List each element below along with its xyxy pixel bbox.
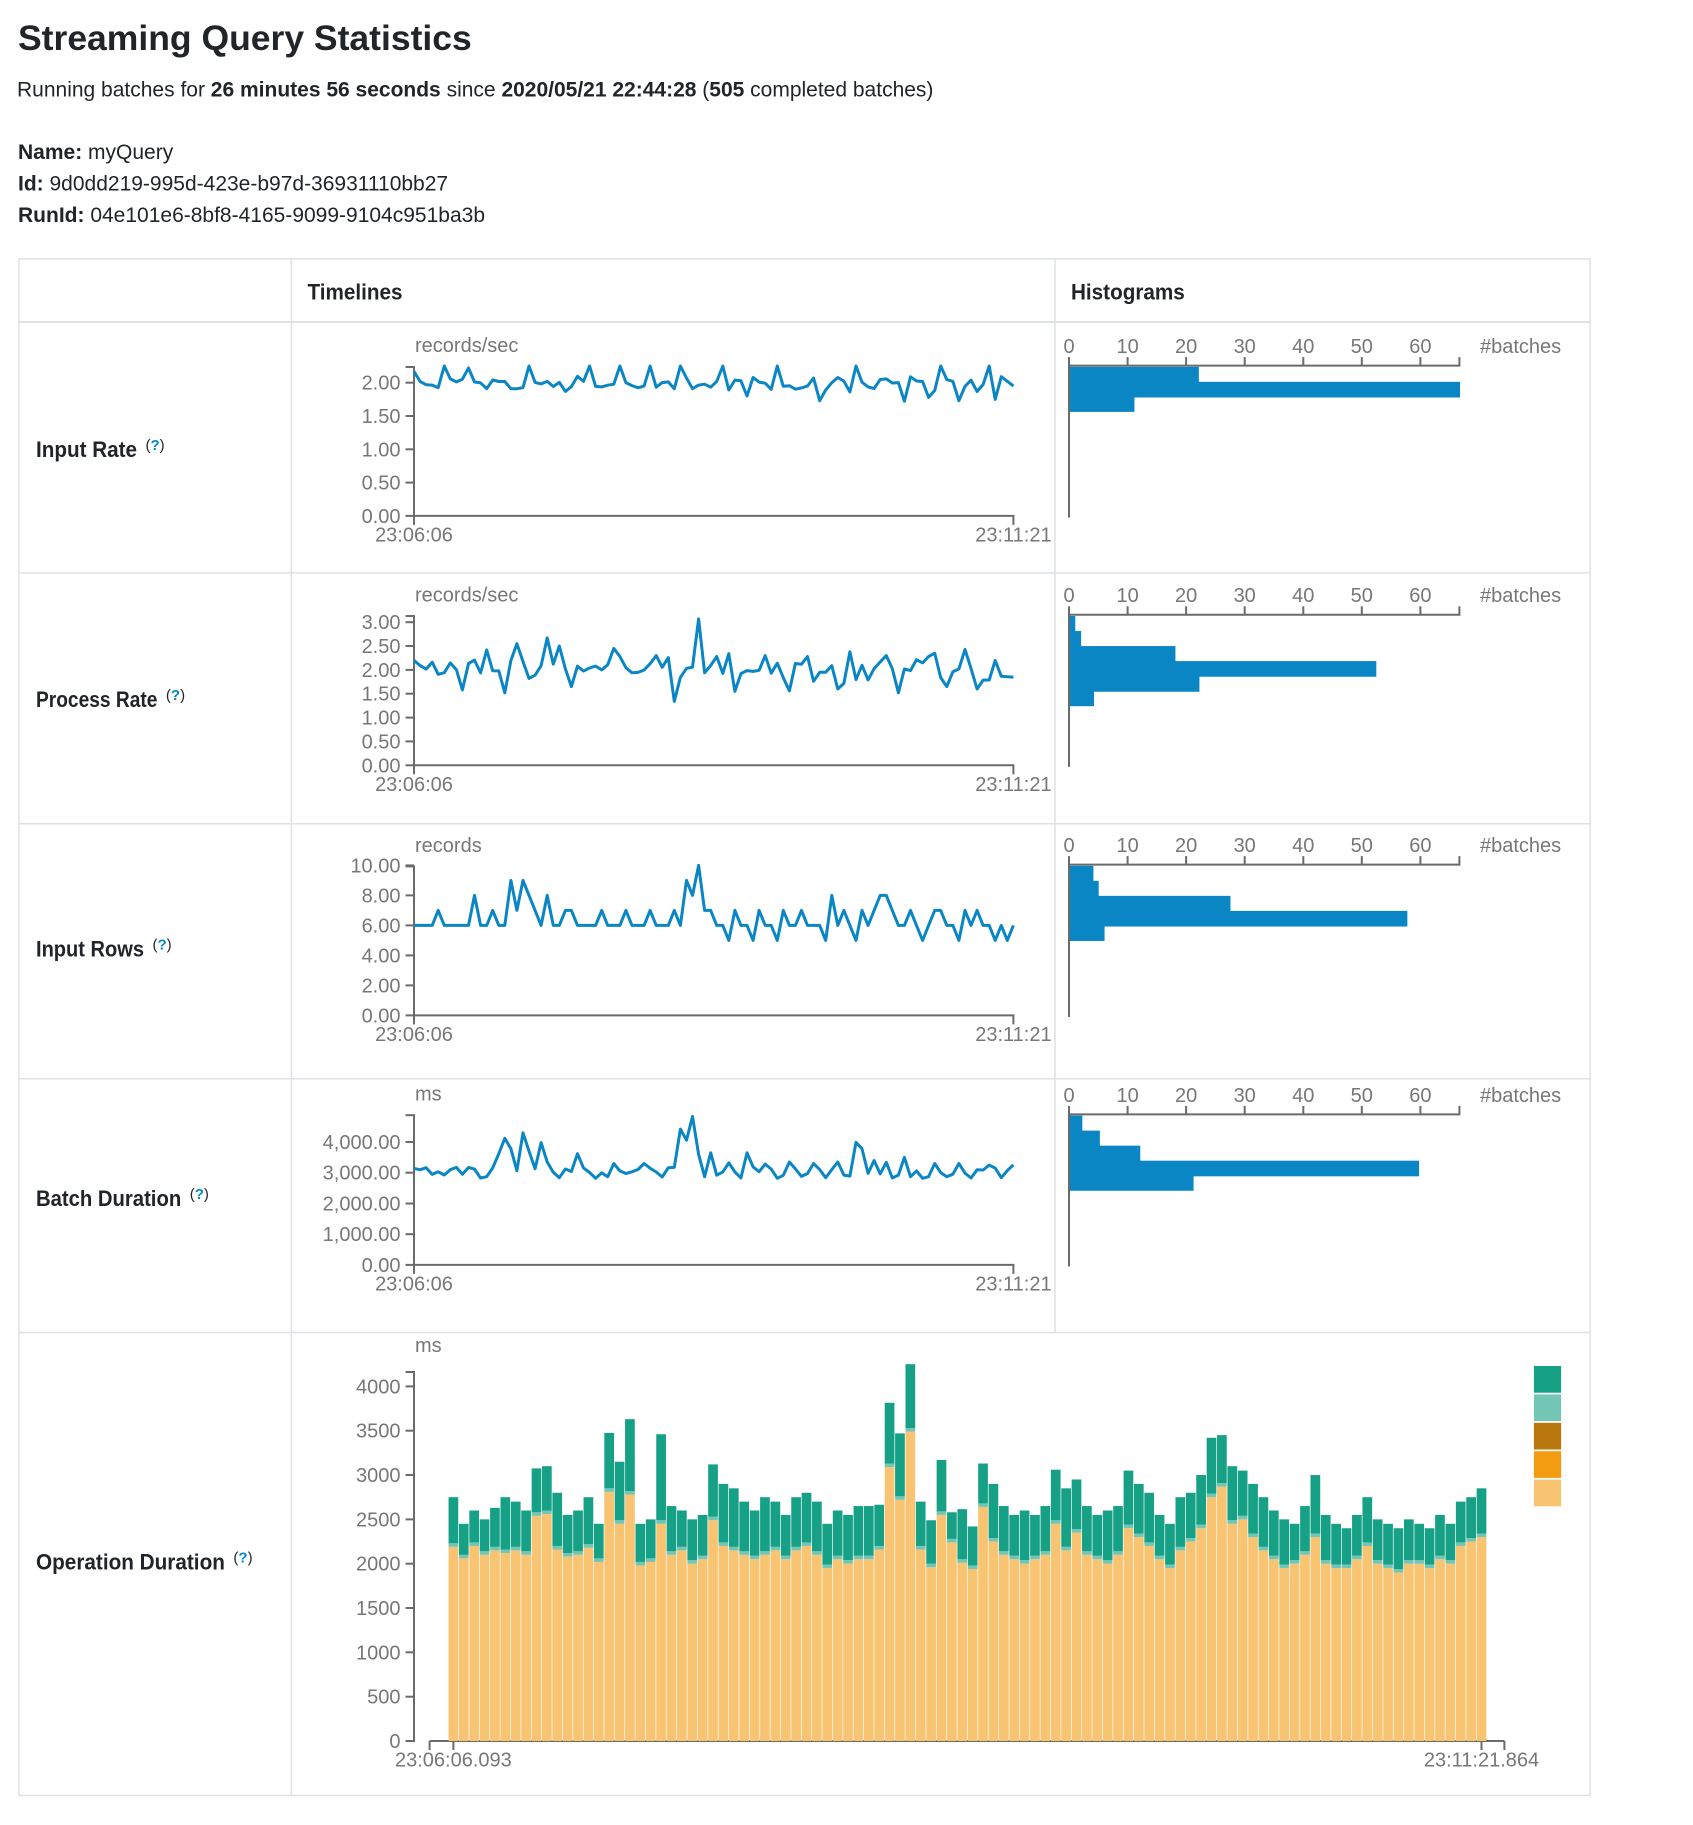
svg-text:Id: 9d0dd219-995d-423e-b97d-36: Id: 9d0dd219-995d-423e-b97d-36931110bb27 — [18, 173, 448, 196]
svg-text:(?): (?) — [233, 1550, 252, 1567]
svg-text:3000: 3000 — [356, 1465, 401, 1487]
svg-text:30: 30 — [1234, 1085, 1256, 1107]
svg-text:Input Rows: Input Rows — [36, 937, 144, 962]
svg-text:ms: ms — [415, 1084, 442, 1106]
svg-text:1.00: 1.00 — [362, 708, 401, 730]
svg-text:4.00: 4.00 — [362, 945, 401, 967]
svg-text:Input Rate: Input Rate — [36, 437, 137, 462]
svg-text:23:06:06: 23:06:06 — [375, 774, 453, 796]
svg-text:(?): (?) — [153, 937, 172, 954]
svg-text:23:11:21: 23:11:21 — [975, 1024, 1051, 1046]
svg-text:1.50: 1.50 — [362, 684, 401, 706]
svg-text:10: 10 — [1116, 336, 1138, 358]
svg-text:2.00: 2.00 — [362, 660, 401, 682]
svg-text:0: 0 — [389, 1731, 400, 1753]
svg-text:#batches: #batches — [1480, 1085, 1561, 1107]
svg-text:23:11:21: 23:11:21 — [975, 525, 1051, 547]
svg-text:0: 0 — [1063, 1085, 1074, 1107]
svg-text:20: 20 — [1175, 835, 1197, 857]
svg-text:0.50: 0.50 — [362, 731, 401, 753]
svg-text:0: 0 — [1063, 336, 1074, 358]
svg-text:30: 30 — [1234, 585, 1256, 607]
svg-text:20: 20 — [1175, 1085, 1197, 1107]
svg-text:20: 20 — [1175, 336, 1197, 358]
svg-text:2.00: 2.00 — [362, 373, 401, 395]
svg-text:40: 40 — [1292, 585, 1314, 607]
svg-text:0: 0 — [1063, 835, 1074, 857]
svg-text:60: 60 — [1409, 585, 1431, 607]
svg-text:40: 40 — [1292, 835, 1314, 857]
svg-text:1.50: 1.50 — [362, 406, 401, 428]
svg-text:Batch Duration: Batch Duration — [36, 1186, 181, 1211]
svg-text:2,000.00: 2,000.00 — [323, 1194, 401, 1216]
svg-text:4000: 4000 — [356, 1376, 401, 1398]
svg-text:Operation Duration: Operation Duration — [36, 1550, 225, 1575]
svg-text:23:06:06: 23:06:06 — [375, 525, 453, 547]
svg-text:records/sec: records/sec — [415, 585, 518, 607]
svg-text:23:06:06: 23:06:06 — [375, 1274, 453, 1296]
svg-text:#batches: #batches — [1480, 835, 1561, 857]
svg-text:#batches: #batches — [1480, 585, 1561, 607]
svg-text:Streaming Query Statistics: Streaming Query Statistics — [18, 18, 472, 58]
svg-text:0.50: 0.50 — [362, 473, 401, 495]
svg-text:records: records — [415, 835, 482, 857]
svg-text:(?): (?) — [190, 1186, 209, 1203]
svg-text:10: 10 — [1116, 1085, 1138, 1107]
svg-text:60: 60 — [1409, 1085, 1431, 1107]
svg-text:50: 50 — [1351, 1085, 1373, 1107]
svg-text:20: 20 — [1175, 585, 1197, 607]
svg-text:23:06:06.093: 23:06:06.093 — [395, 1750, 512, 1772]
svg-text:10: 10 — [1116, 585, 1138, 607]
svg-text:2.50: 2.50 — [362, 636, 401, 658]
svg-text:40: 40 — [1292, 336, 1314, 358]
svg-text:10: 10 — [1116, 835, 1138, 857]
svg-text:(?): (?) — [146, 437, 165, 454]
svg-text:23:11:21: 23:11:21 — [975, 1274, 1051, 1296]
svg-text:#batches: #batches — [1480, 336, 1561, 358]
svg-text:3500: 3500 — [356, 1421, 401, 1443]
svg-text:10.00: 10.00 — [350, 855, 400, 877]
svg-text:0.00: 0.00 — [362, 506, 401, 528]
svg-text:6.00: 6.00 — [362, 915, 401, 937]
svg-text:Timelines: Timelines — [308, 279, 403, 304]
svg-text:23:06:06: 23:06:06 — [375, 1024, 453, 1046]
svg-text:2.00: 2.00 — [362, 975, 401, 997]
svg-text:1000: 1000 — [356, 1642, 401, 1664]
svg-text:0.00: 0.00 — [362, 1005, 401, 1027]
svg-text:2000: 2000 — [356, 1554, 401, 1576]
svg-text:0.00: 0.00 — [362, 755, 401, 777]
svg-text:Histograms: Histograms — [1071, 279, 1185, 304]
svg-text:50: 50 — [1351, 585, 1373, 607]
svg-text:50: 50 — [1351, 835, 1373, 857]
svg-text:40: 40 — [1292, 1085, 1314, 1107]
svg-text:30: 30 — [1234, 336, 1256, 358]
svg-text:60: 60 — [1409, 835, 1431, 857]
svg-text:3,000.00: 3,000.00 — [323, 1163, 401, 1185]
svg-text:60: 60 — [1409, 336, 1431, 358]
svg-text:ms: ms — [415, 1335, 442, 1357]
svg-text:0.00: 0.00 — [362, 1255, 401, 1277]
svg-text:4,000.00: 4,000.00 — [323, 1132, 401, 1154]
svg-text:Name: myQuery: Name: myQuery — [18, 141, 174, 164]
svg-text:Process Rate: Process Rate — [36, 687, 157, 712]
svg-text:records/sec: records/sec — [415, 335, 518, 357]
svg-text:2500: 2500 — [356, 1509, 401, 1531]
svg-text:0: 0 — [1063, 585, 1074, 607]
svg-text:23:11:21: 23:11:21 — [975, 774, 1051, 796]
svg-text:30: 30 — [1234, 835, 1256, 857]
svg-text:8.00: 8.00 — [362, 885, 401, 907]
svg-text:Running batches for 26 minutes: Running batches for 26 minutes 56 second… — [17, 79, 933, 102]
svg-text:1.00: 1.00 — [362, 439, 401, 461]
svg-text:500: 500 — [367, 1687, 400, 1709]
svg-text:50: 50 — [1351, 336, 1373, 358]
svg-text:23:11:21.864: 23:11:21.864 — [1424, 1750, 1539, 1772]
svg-text:(?): (?) — [166, 687, 185, 704]
svg-text:1500: 1500 — [356, 1598, 401, 1620]
svg-text:RunId: 04e101e6-8bf8-4165-9099: RunId: 04e101e6-8bf8-4165-9099-9104c951b… — [18, 204, 485, 227]
svg-text:1,000.00: 1,000.00 — [323, 1224, 401, 1246]
svg-text:3.00: 3.00 — [362, 612, 401, 634]
